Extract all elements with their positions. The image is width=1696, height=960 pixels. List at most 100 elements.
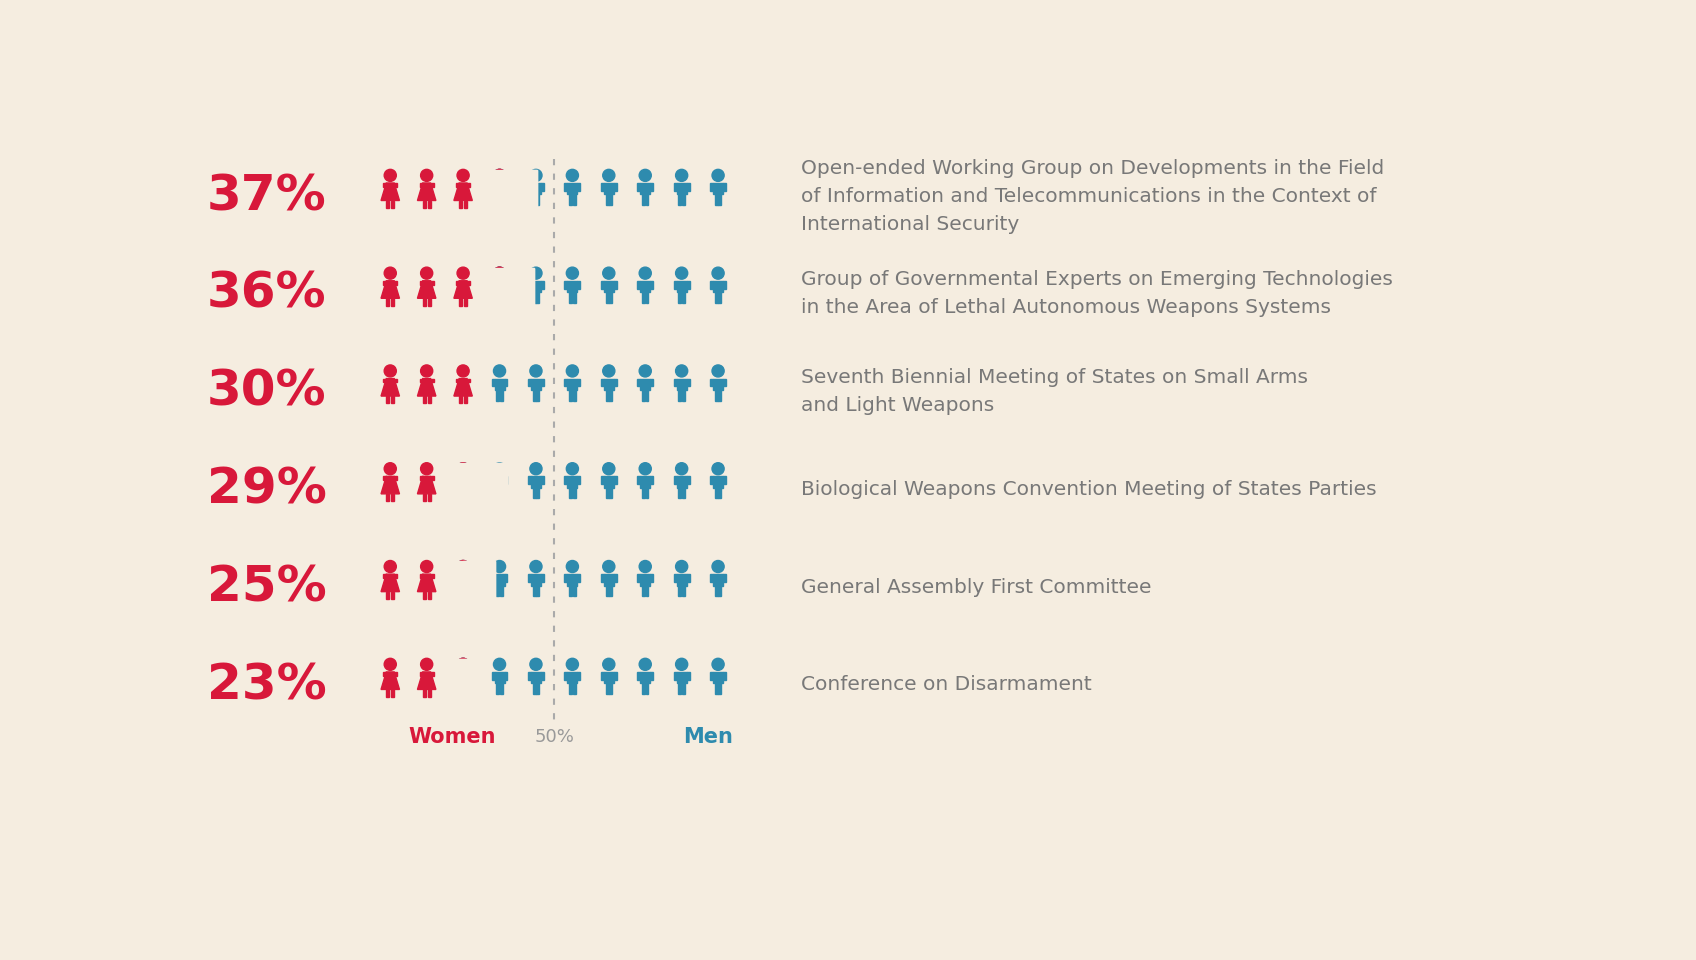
Polygon shape xyxy=(638,476,639,484)
Polygon shape xyxy=(463,684,466,694)
Text: 37%: 37% xyxy=(207,172,327,220)
Polygon shape xyxy=(460,591,461,599)
Circle shape xyxy=(602,561,616,572)
Polygon shape xyxy=(527,574,531,582)
Polygon shape xyxy=(533,195,536,204)
Polygon shape xyxy=(431,672,434,676)
Polygon shape xyxy=(417,183,436,201)
Circle shape xyxy=(494,561,505,572)
Circle shape xyxy=(494,267,505,279)
Polygon shape xyxy=(460,689,461,697)
Polygon shape xyxy=(500,488,502,498)
Polygon shape xyxy=(492,183,495,191)
Circle shape xyxy=(566,267,578,279)
Polygon shape xyxy=(382,280,400,299)
Polygon shape xyxy=(600,183,604,191)
Polygon shape xyxy=(531,183,541,195)
Circle shape xyxy=(421,463,432,475)
Polygon shape xyxy=(466,672,470,676)
Circle shape xyxy=(675,561,687,572)
Polygon shape xyxy=(465,591,466,599)
Polygon shape xyxy=(682,586,685,596)
Polygon shape xyxy=(600,378,604,386)
Bar xyxy=(463,561,495,618)
Polygon shape xyxy=(609,586,612,596)
Polygon shape xyxy=(604,183,614,195)
Polygon shape xyxy=(533,488,536,498)
Polygon shape xyxy=(682,684,685,694)
Polygon shape xyxy=(492,672,495,680)
Circle shape xyxy=(494,169,505,181)
Circle shape xyxy=(385,267,397,279)
Text: Men: Men xyxy=(683,727,733,747)
Polygon shape xyxy=(541,574,544,582)
Polygon shape xyxy=(527,183,531,191)
Polygon shape xyxy=(722,476,726,484)
Bar xyxy=(456,659,488,716)
Polygon shape xyxy=(455,574,471,591)
Polygon shape xyxy=(427,201,431,207)
Circle shape xyxy=(529,267,543,279)
Polygon shape xyxy=(466,574,470,578)
Polygon shape xyxy=(722,280,726,289)
Circle shape xyxy=(385,169,397,181)
Polygon shape xyxy=(711,574,712,582)
Polygon shape xyxy=(382,476,400,493)
Polygon shape xyxy=(421,378,422,382)
Polygon shape xyxy=(531,574,541,586)
Polygon shape xyxy=(604,378,614,390)
Polygon shape xyxy=(455,476,471,493)
Circle shape xyxy=(675,169,687,181)
Circle shape xyxy=(566,659,578,670)
Polygon shape xyxy=(614,672,617,680)
Bar xyxy=(502,268,534,325)
Polygon shape xyxy=(497,292,499,302)
Polygon shape xyxy=(387,299,388,305)
Polygon shape xyxy=(570,586,572,596)
Text: Women: Women xyxy=(409,727,495,747)
Polygon shape xyxy=(722,378,726,386)
Polygon shape xyxy=(460,586,463,596)
Polygon shape xyxy=(460,689,461,697)
Polygon shape xyxy=(460,488,463,498)
Polygon shape xyxy=(421,574,422,578)
Polygon shape xyxy=(712,183,722,195)
Polygon shape xyxy=(456,672,460,676)
Polygon shape xyxy=(531,672,541,684)
Polygon shape xyxy=(638,378,639,386)
Circle shape xyxy=(456,463,470,475)
Polygon shape xyxy=(393,280,397,285)
Polygon shape xyxy=(604,476,614,488)
Polygon shape xyxy=(387,689,388,697)
Polygon shape xyxy=(387,591,388,599)
Polygon shape xyxy=(490,280,509,299)
Polygon shape xyxy=(383,280,387,285)
Polygon shape xyxy=(614,476,617,484)
Polygon shape xyxy=(570,292,572,302)
Polygon shape xyxy=(682,195,685,204)
Polygon shape xyxy=(463,488,466,498)
Circle shape xyxy=(712,463,724,475)
Circle shape xyxy=(675,267,687,279)
Polygon shape xyxy=(682,488,685,498)
Polygon shape xyxy=(495,672,504,684)
Polygon shape xyxy=(458,476,468,488)
Polygon shape xyxy=(466,280,470,285)
Polygon shape xyxy=(387,201,388,207)
Polygon shape xyxy=(600,280,604,289)
Polygon shape xyxy=(456,574,460,578)
Polygon shape xyxy=(536,195,539,204)
Circle shape xyxy=(602,169,616,181)
Polygon shape xyxy=(427,396,431,403)
Polygon shape xyxy=(431,378,434,382)
Polygon shape xyxy=(570,390,572,400)
Text: General Assembly First Committee: General Assembly First Committee xyxy=(801,578,1152,597)
Bar xyxy=(502,268,534,325)
Circle shape xyxy=(456,659,470,670)
Polygon shape xyxy=(722,183,726,191)
Circle shape xyxy=(456,267,470,279)
Polygon shape xyxy=(465,493,466,501)
Polygon shape xyxy=(422,493,426,501)
Bar xyxy=(443,464,477,521)
Bar xyxy=(456,659,488,716)
